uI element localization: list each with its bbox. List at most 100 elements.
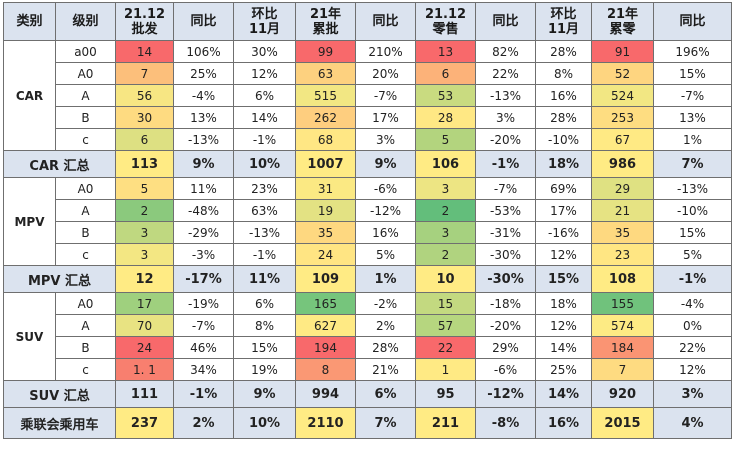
subtotal-label: CAR 汇总 [3, 150, 116, 178]
table-row: c 1. 1 34% 19% 8 21% 1 -6% 25% 7 12% [4, 358, 732, 381]
subtotal-cell: 9% [233, 380, 296, 408]
data-cell: 16% [355, 221, 416, 244]
category-label: SUV [3, 292, 56, 381]
data-cell: 1. 1 [115, 358, 174, 381]
data-cell: 20% [355, 62, 416, 85]
data-cell: 70 [115, 314, 174, 337]
subtotal-row: CAR 汇总 113 9% 10% 1007 9% 106 -1% 18% 986 7% [3, 150, 732, 178]
data-cell: 8% [535, 62, 592, 85]
data-cell: 524 [591, 84, 654, 107]
data-cell: 24 [115, 336, 174, 359]
data-cell: 3 [415, 221, 476, 244]
data-cell: 5 [115, 177, 174, 200]
data-cell: 106% [173, 40, 234, 63]
data-cell: 0% [653, 314, 732, 337]
data-cell: 24 [295, 243, 356, 266]
data-cell: 22% [475, 62, 536, 85]
table-row: B 3 -29% -13% 35 16% 3 -31% -16% 35 15% [4, 221, 732, 244]
data-cell: 35 [295, 221, 356, 244]
subtotal-cell: 920 [591, 380, 654, 408]
grand-total-cell: 4% [653, 407, 732, 439]
data-cell: 262 [295, 106, 356, 129]
data-cell: 165 [295, 292, 356, 315]
subtotal-cell: 10 [415, 265, 476, 293]
data-cell: 5% [653, 243, 732, 266]
data-cell: 17% [535, 199, 592, 222]
data-cell: 29 [591, 177, 654, 200]
subtotal-cell: -30% [475, 265, 536, 293]
data-cell: -6% [355, 177, 416, 200]
data-cell: -12% [355, 199, 416, 222]
data-cell: 68 [295, 128, 356, 151]
data-cell: 23% [233, 177, 296, 200]
data-cell: -7% [475, 177, 536, 200]
data-cell: 3% [475, 106, 536, 129]
data-cell: 22% [653, 336, 732, 359]
subtotal-cell: 11% [233, 265, 296, 293]
subtotal-cell: 994 [295, 380, 356, 408]
subtotal-row: MPV 汇总 12 -17% 11% 109 1% 10 -30% 15% 108 -1% [3, 265, 732, 293]
data-cell: 1% [653, 128, 732, 151]
data-cell: 52 [591, 62, 654, 85]
data-cell: -20% [475, 314, 536, 337]
data-cell: 2% [355, 314, 416, 337]
data-cell: 18% [535, 292, 592, 315]
data-cell: 6 [115, 128, 174, 151]
data-cell: 14 [115, 40, 174, 63]
data-cell: 15% [233, 336, 296, 359]
grand-total-cell: 7% [355, 407, 416, 439]
grand-total-cell: 2% [173, 407, 234, 439]
subtotal-cell: 1007 [295, 150, 356, 178]
column-header: 环比 11月 [233, 2, 296, 41]
data-cell: 17 [115, 292, 174, 315]
data-cell: 19% [233, 358, 296, 381]
grand-total-label: 乘联会乘用车 [3, 407, 116, 439]
data-cell: 8% [233, 314, 296, 337]
level-label: a00 [55, 40, 116, 63]
data-cell: -2% [355, 292, 416, 315]
subtotal-cell: 3% [653, 380, 732, 408]
data-cell: 184 [591, 336, 654, 359]
table-row: c 3 -3% -1% 24 5% 2 -30% 12% 23 5% [4, 243, 732, 266]
subtotal-cell: 14% [535, 380, 592, 408]
data-cell: 8 [295, 358, 356, 381]
data-cell: 19 [295, 199, 356, 222]
table-row: A 70 -7% 8% 627 2% 57 -20% 12% 574 0% [4, 314, 732, 337]
table-row: A 2 -48% 63% 19 -12% 2 -53% 17% 21 -10% [4, 199, 732, 222]
data-cell: 82% [475, 40, 536, 63]
subtotal-cell: -1% [173, 380, 234, 408]
data-cell: 46% [173, 336, 234, 359]
data-cell: 13% [173, 106, 234, 129]
data-cell: 2 [415, 199, 476, 222]
data-cell: 210% [355, 40, 416, 63]
data-cell: 23 [591, 243, 654, 266]
data-cell: 28% [535, 40, 592, 63]
data-cell: 7 [591, 358, 654, 381]
data-cell: 31 [295, 177, 356, 200]
data-cell: -4% [173, 84, 234, 107]
subtotal-label: MPV 汇总 [3, 265, 116, 293]
data-cell: 15% [653, 221, 732, 244]
category-label: CAR [3, 40, 56, 151]
data-cell: 67 [591, 128, 654, 151]
data-cell: 34% [173, 358, 234, 381]
column-header: 同比 [653, 2, 732, 41]
grand-total-cell: 2110 [295, 407, 356, 439]
data-cell: 6 [415, 62, 476, 85]
data-cell: 5 [415, 128, 476, 151]
grand-total-cell: 237 [115, 407, 174, 439]
data-cell: -19% [173, 292, 234, 315]
column-header: 21年 累零 [591, 2, 654, 41]
subtotal-cell: 111 [115, 380, 174, 408]
table-row: B 24 46% 15% 194 28% 22 29% 14% 184 22% [4, 336, 732, 359]
level-label: A [55, 84, 116, 107]
data-cell: 155 [591, 292, 654, 315]
data-cell: 196% [653, 40, 732, 63]
data-cell: 17% [355, 106, 416, 129]
table-row: c 6 -13% -1% 68 3% 5 -20% -10% 67 1% [4, 128, 732, 151]
level-label: c [55, 358, 116, 381]
data-cell: 11% [173, 177, 234, 200]
data-cell: 13% [653, 106, 732, 129]
level-label: A [55, 199, 116, 222]
subtotal-cell: 15% [535, 265, 592, 293]
